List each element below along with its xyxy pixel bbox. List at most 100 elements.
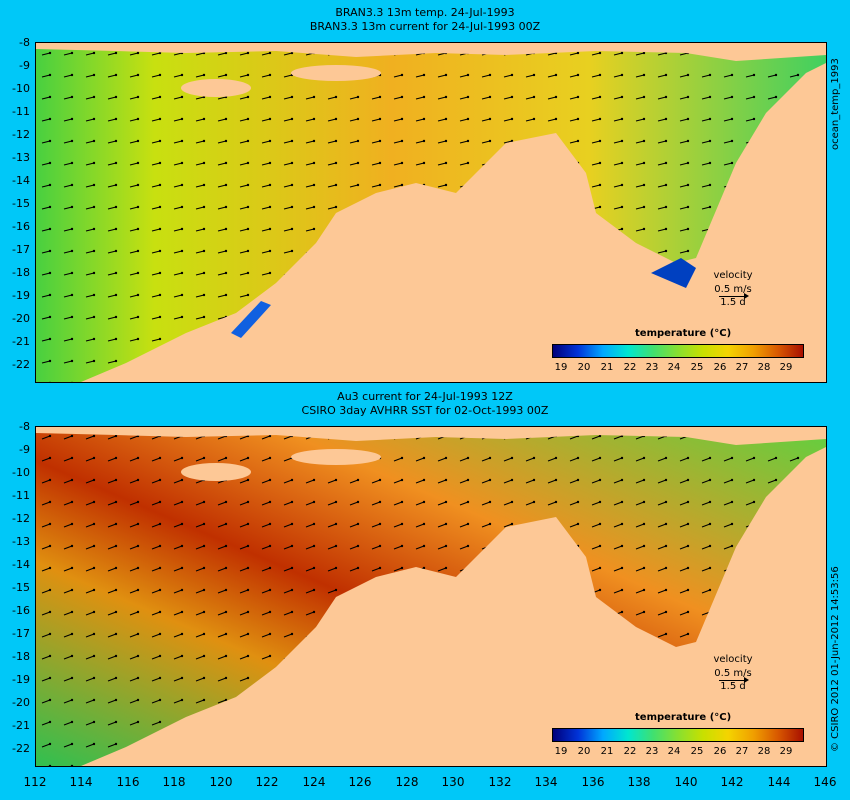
bot-ylab-12: -12	[12, 512, 30, 525]
bottom-map[interactable]	[35, 426, 827, 767]
top-island-1	[181, 79, 251, 97]
bottom-island-2	[291, 449, 381, 465]
bottom-map-canvas	[36, 427, 826, 766]
bot-ylab-13: -13	[12, 535, 30, 548]
bottom-cbar-tick: 24	[667, 746, 681, 757]
top-ylab-22: -22	[12, 358, 30, 371]
top-island-2	[291, 65, 381, 81]
top-cbar-tick: 28	[757, 362, 771, 373]
top-ylab-10: -10	[12, 82, 30, 95]
top-ylab-18: -18	[12, 266, 30, 279]
top-cbar-tick: 27	[735, 362, 749, 373]
bot-ylab-16: -16	[12, 604, 30, 617]
bot-ylab-15: -15	[12, 581, 30, 594]
bottom-cbar-tick: 23	[645, 746, 659, 757]
xlab-122: 122	[255, 775, 279, 789]
bottom-cbar-tick: 20	[577, 746, 591, 757]
bottom-velocity-legend: velocity 0.5 m/s 1.5 d	[708, 654, 758, 692]
bot-ylab-10: -10	[12, 466, 30, 479]
bottom-velocity-arrow	[719, 677, 749, 683]
bot-ylab-20: -20	[12, 696, 30, 709]
xlab-142: 142	[720, 775, 744, 789]
top-ylab-11: -11	[12, 105, 30, 118]
bottom-velocity-duration: 1.5 d	[720, 681, 746, 692]
bot-ylab-14: -14	[12, 558, 30, 571]
top-velocity-legend: velocity 0.5 m/s 1.5 d	[708, 270, 758, 308]
top-land-north	[36, 43, 826, 61]
top-velocity-arrow	[719, 293, 749, 299]
xlab-146: 146	[813, 775, 837, 789]
top-velocity-duration: 1.5 d	[720, 297, 746, 308]
top-map[interactable]	[35, 42, 827, 383]
top-cbar-tick: 23	[645, 362, 659, 373]
bot-ylab-18: -18	[12, 650, 30, 663]
xlab-132: 132	[488, 775, 512, 789]
xlab-128: 128	[395, 775, 419, 789]
top-ylab-17: -17	[12, 243, 30, 256]
bottom-title-line1: Au3 current for 24-Jul-1993 12Z	[337, 390, 513, 403]
xlab-112: 112	[23, 775, 47, 789]
top-ylab-16: -16	[12, 220, 30, 233]
bot-ylab-17: -17	[12, 627, 30, 640]
top-cbar-tick: 26	[713, 362, 727, 373]
bottom-colorbar	[552, 728, 804, 742]
xlab-118: 118	[162, 775, 186, 789]
bottom-cbar-tick: 22	[623, 746, 637, 757]
xlab-116: 116	[116, 775, 140, 789]
xlab-124: 124	[302, 775, 326, 789]
top-land-australia	[81, 63, 826, 382]
top-colorbar-title: temperature (°C)	[635, 328, 732, 339]
top-side-label: ocean_temp_1993	[830, 58, 841, 150]
xlab-130: 130	[441, 775, 465, 789]
bot-ylab-19: -19	[12, 673, 30, 686]
top-title-line2: BRAN3.3 13m current for 24-Jul-1993 00Z	[309, 20, 541, 33]
top-map-canvas	[36, 43, 826, 382]
bot-ylab-9: -9	[19, 443, 30, 456]
top-ylab-15: -15	[12, 197, 30, 210]
top-ylab-14: -14	[12, 174, 30, 187]
xlab-134: 134	[534, 775, 558, 789]
bottom-side-label: © CSIRO 2012 01-Jun-2012 14:53:56	[830, 566, 841, 752]
top-cold-coast	[231, 301, 271, 338]
bottom-cbar-tick: 21	[600, 746, 614, 757]
top-velocity-label: velocity	[713, 270, 753, 281]
top-cbar-tick: 19	[554, 362, 568, 373]
top-ylab-21: -21	[12, 335, 30, 348]
top-cbar-tick: 29	[779, 362, 793, 373]
top-velocity-speed: 0.5 m/s	[714, 284, 752, 295]
xlab-126: 126	[348, 775, 372, 789]
bottom-cbar-tick: 29	[779, 746, 793, 757]
xlab-140: 140	[674, 775, 698, 789]
top-cbar-tick: 25	[690, 362, 704, 373]
bottom-island-1	[181, 463, 251, 481]
bottom-colorbar-title: temperature (°C)	[635, 712, 732, 723]
bottom-land-north	[36, 427, 826, 445]
bottom-land-australia	[81, 447, 826, 766]
bottom-cbar-tick: 26	[713, 746, 727, 757]
top-cold-patch	[651, 258, 696, 288]
top-ylab-8: -8	[19, 36, 30, 49]
bottom-cbar-tick: 28	[757, 746, 771, 757]
top-ylab-13: -13	[12, 151, 30, 164]
top-cbar-tick: 22	[623, 362, 637, 373]
top-cbar-tick: 20	[577, 362, 591, 373]
top-ylab-9: -9	[19, 59, 30, 72]
bot-ylab-8: -8	[19, 420, 30, 433]
top-colorbar	[552, 344, 804, 358]
xlab-120: 120	[209, 775, 233, 789]
xlab-138: 138	[627, 775, 651, 789]
xlab-114: 114	[69, 775, 93, 789]
top-cbar-tick: 24	[667, 362, 681, 373]
top-ylab-19: -19	[12, 289, 30, 302]
bottom-title-line2: CSIRO 3day AVHRR SST for 02-Oct-1993 00Z	[301, 404, 549, 417]
bot-ylab-22: -22	[12, 742, 30, 755]
xlab-136: 136	[581, 775, 605, 789]
bottom-velocity-speed: 0.5 m/s	[714, 668, 752, 679]
bot-ylab-11: -11	[12, 489, 30, 502]
top-ylab-12: -12	[12, 128, 30, 141]
top-cbar-tick: 21	[600, 362, 614, 373]
bot-ylab-21: -21	[12, 719, 30, 732]
top-title-line1: BRAN3.3 13m temp. 24-Jul-1993	[335, 6, 515, 19]
bottom-cbar-tick: 27	[735, 746, 749, 757]
top-ylab-20: -20	[12, 312, 30, 325]
